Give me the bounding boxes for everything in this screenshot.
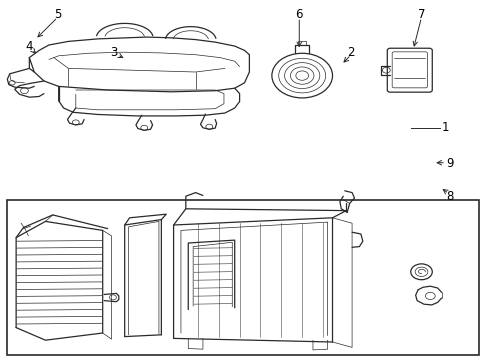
Text: 5: 5 bbox=[54, 8, 61, 21]
Text: 9: 9 bbox=[445, 157, 453, 170]
Text: 1: 1 bbox=[440, 121, 448, 134]
Text: 4: 4 bbox=[25, 40, 33, 53]
Text: 2: 2 bbox=[346, 46, 354, 59]
Text: 6: 6 bbox=[295, 8, 303, 21]
Text: 3: 3 bbox=[109, 46, 117, 59]
Text: 7: 7 bbox=[417, 8, 425, 21]
Bar bbox=[7, 200, 478, 355]
Text: 8: 8 bbox=[445, 190, 453, 203]
